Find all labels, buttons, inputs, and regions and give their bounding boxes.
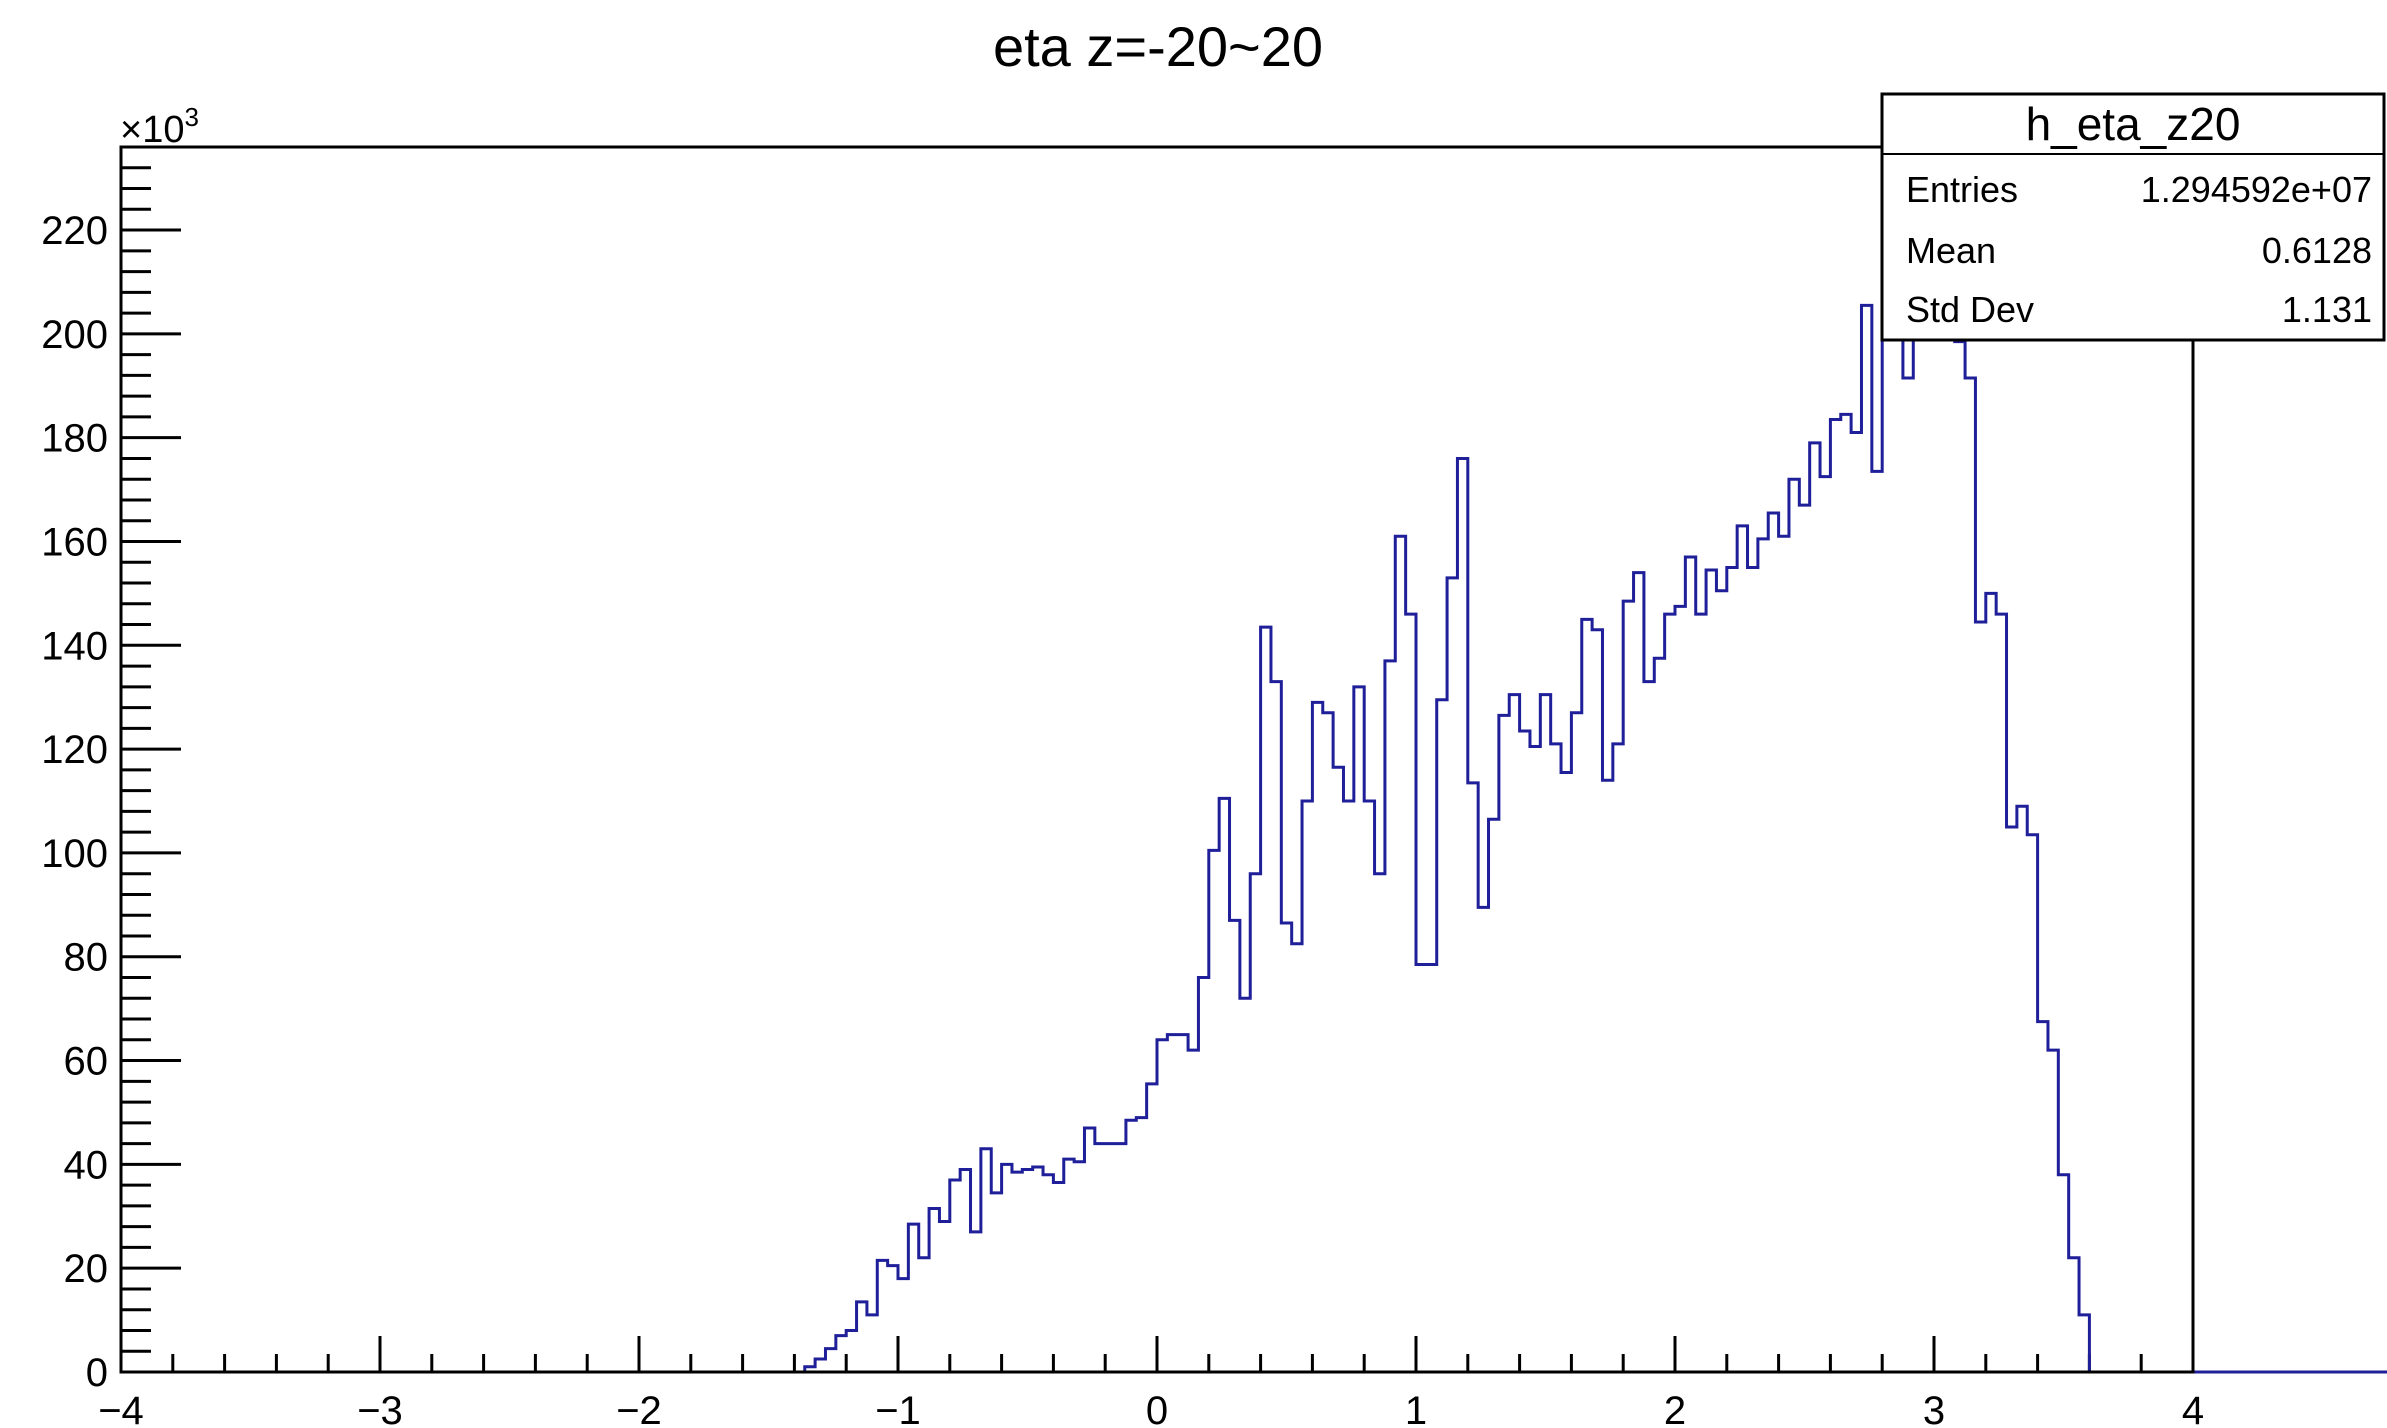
x-tick-label: −1 [875, 1389, 921, 1428]
y-tick-label: 100 [41, 832, 108, 876]
x-tick-label: 0 [1146, 1389, 1168, 1428]
y-tick-label: 180 [41, 417, 108, 461]
stats-mean-label: Mean [1906, 230, 1996, 271]
stats-box-title: h_eta_z20 [2026, 98, 2241, 150]
stats-entries-value: 1.294592e+07 [2141, 169, 2372, 210]
y-tick-label: 160 [41, 520, 108, 564]
x-tick-label: 4 [2182, 1389, 2204, 1428]
x-tick-label: −3 [357, 1389, 403, 1428]
stats-entries-label: Entries [1906, 169, 2018, 210]
y-tick-label: 40 [64, 1143, 109, 1187]
histogram-series-line [121, 207, 2387, 1374]
x-tick-label: −2 [616, 1389, 662, 1428]
y-tick-label: 0 [86, 1351, 108, 1395]
x-tick-label: −4 [98, 1389, 144, 1428]
chart-title: eta z=-20~20 [993, 15, 1323, 78]
y-tick-label: 120 [41, 728, 108, 772]
plot-frame [119, 145, 2195, 1374]
stats-box: h_eta_z20 Entries 1.294592e+07 Mean 0.61… [1880, 92, 2386, 342]
x-tick-label: 1 [1405, 1389, 1427, 1428]
y-tick-label: 20 [64, 1247, 109, 1291]
y-tick-label: 80 [64, 936, 109, 980]
y-axis-multiplier-exponent: 3 [184, 102, 198, 132]
y-axis-multiplier-base: ×10 [120, 109, 184, 151]
y-tick-label: 220 [41, 209, 108, 253]
y-tick-label: 140 [41, 624, 108, 668]
x-tick-label: 3 [1923, 1389, 1945, 1428]
stats-stddev-label: Std Dev [1906, 289, 2034, 330]
stats-mean-value: 0.6128 [2262, 230, 2372, 271]
y-tick-label: 200 [41, 313, 108, 357]
stats-stddev-value: 1.131 [2282, 289, 2372, 330]
axis-tick-labels: −4 −3 −2 −1 0 1 2 3 4020406080100120140160180200… [41, 209, 2204, 1428]
y-tick-label: 60 [64, 1040, 109, 1084]
x-tick-label: 2 [1664, 1389, 1686, 1428]
stats-box-frame [1880, 92, 2386, 342]
y-axis-multiplier: ×103 [120, 102, 199, 151]
